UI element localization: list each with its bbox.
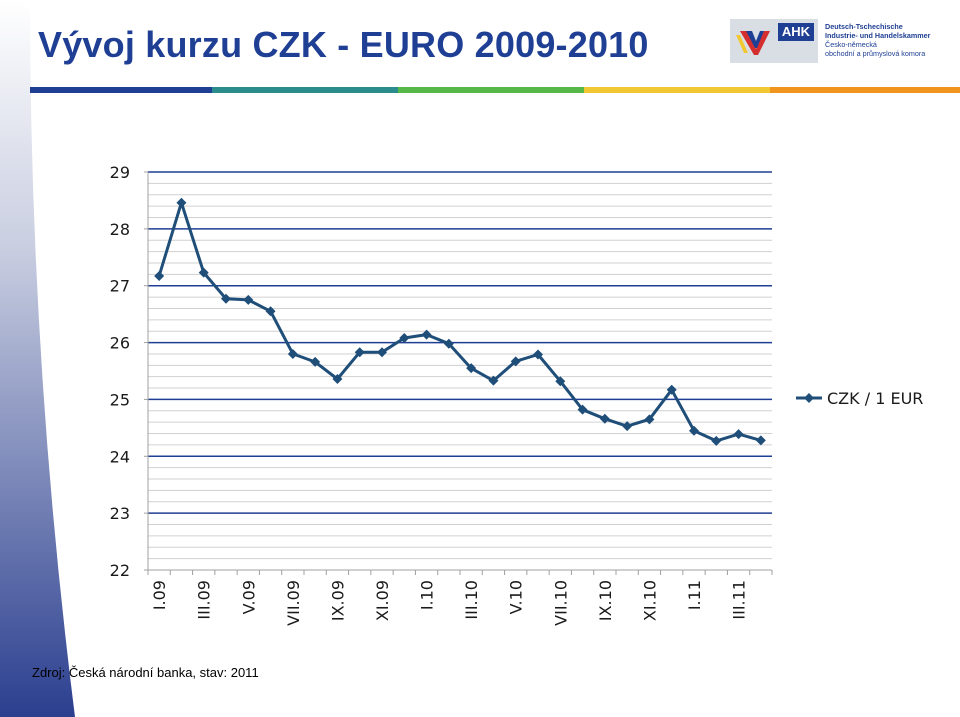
x-tick-label: I.09 [150,580,169,610]
data-point [310,356,321,367]
data-point [533,349,543,360]
x-tick-label: IX.10 [596,580,615,621]
data-point [689,425,699,436]
major-gridlines [148,171,772,514]
data-point [443,338,454,349]
x-tick-labels: I.09 III.09 V.09 VII.09 IX.09 XI.09 I.10 III.10… [150,580,748,626]
ahk-v-icon [736,31,770,55]
data-point [377,347,387,358]
source-note: Zdroj: Česká národní banka, stav: 2011 [32,665,259,680]
color-stripe [30,87,960,93]
logo-line: obchodní a průmyslová komora [825,49,926,58]
y-tick-label: 29 [110,163,130,182]
x-tick-label: VII.10 [551,580,570,626]
x-tick-label: V.09 [239,580,258,614]
x-tick-label: VII.09 [284,580,303,626]
legend-label: CZK / 1 EUR [827,389,923,408]
data-point [755,435,766,446]
y-tick-label: 25 [110,390,130,409]
slide-title: Vývoj kurzu CZK - EURO 2009-2010 [38,24,649,65]
chart-axes [144,171,773,575]
y-tick-label: 23 [110,504,130,523]
y-tick-label: 28 [110,220,130,239]
x-tick-label: XI.10 [640,580,659,621]
x-tick-label: III.09 [195,580,214,620]
x-tick-label: XI.09 [373,580,392,621]
data-point [221,293,231,304]
stripe-segment [398,87,584,93]
x-tick-label: I.11 [685,580,704,610]
x-tick-label: III.10 [462,580,481,620]
x-tick-label: III.11 [730,580,749,620]
legend-marker [804,393,814,403]
minor-gridlines [148,182,772,560]
data-point [265,306,276,317]
data-point [577,404,588,415]
logo-line: Industrie- und Handelskammer [825,31,931,40]
x-tick-label: IX.09 [328,580,347,621]
y-tick-label: 22 [110,561,130,580]
x-tick-label: I.10 [418,580,437,610]
series-layer [154,197,766,446]
y-tick-label: 27 [110,277,130,296]
ahk-logo: AHK Deutsch-Tschechische Industrie- und … [730,19,936,63]
data-point [421,329,432,340]
data-point [154,271,165,282]
x-tick-label: V.10 [507,580,526,614]
data-point [622,421,633,432]
data-point [332,373,343,384]
logo-line: Česko-německá [825,40,877,49]
data-point [198,267,209,278]
data-point [176,197,187,208]
data-point [399,333,410,344]
logo-badge: AHK [778,23,814,41]
data-point [287,348,298,359]
stripe-segment [30,87,212,93]
data-point [510,356,521,367]
stripe-segment [212,87,398,93]
y-tick-label: 24 [110,447,130,466]
logo-text: Deutsch-Tschechische Industrie- und Hand… [825,22,937,58]
data-point [354,347,365,358]
logo-box: AHK [730,19,818,63]
data-point [711,435,722,446]
chart-legend: CZK / 1 EUR [796,389,923,408]
data-point [733,429,744,440]
y-tick-label: 26 [110,334,130,353]
data-point [243,294,254,305]
data-point [644,414,655,425]
y-tick-labels: 22 23 24 25 26 27 28 29 [110,163,130,580]
data-point [555,376,566,387]
stripe-segment [584,87,770,93]
stripe-segment [770,87,960,93]
data-point [466,363,477,374]
data-point [666,384,677,395]
data-point [488,375,499,386]
logo-line: Deutsch-Tschechische [825,22,903,31]
data-point [599,413,610,424]
series-line [157,201,762,443]
